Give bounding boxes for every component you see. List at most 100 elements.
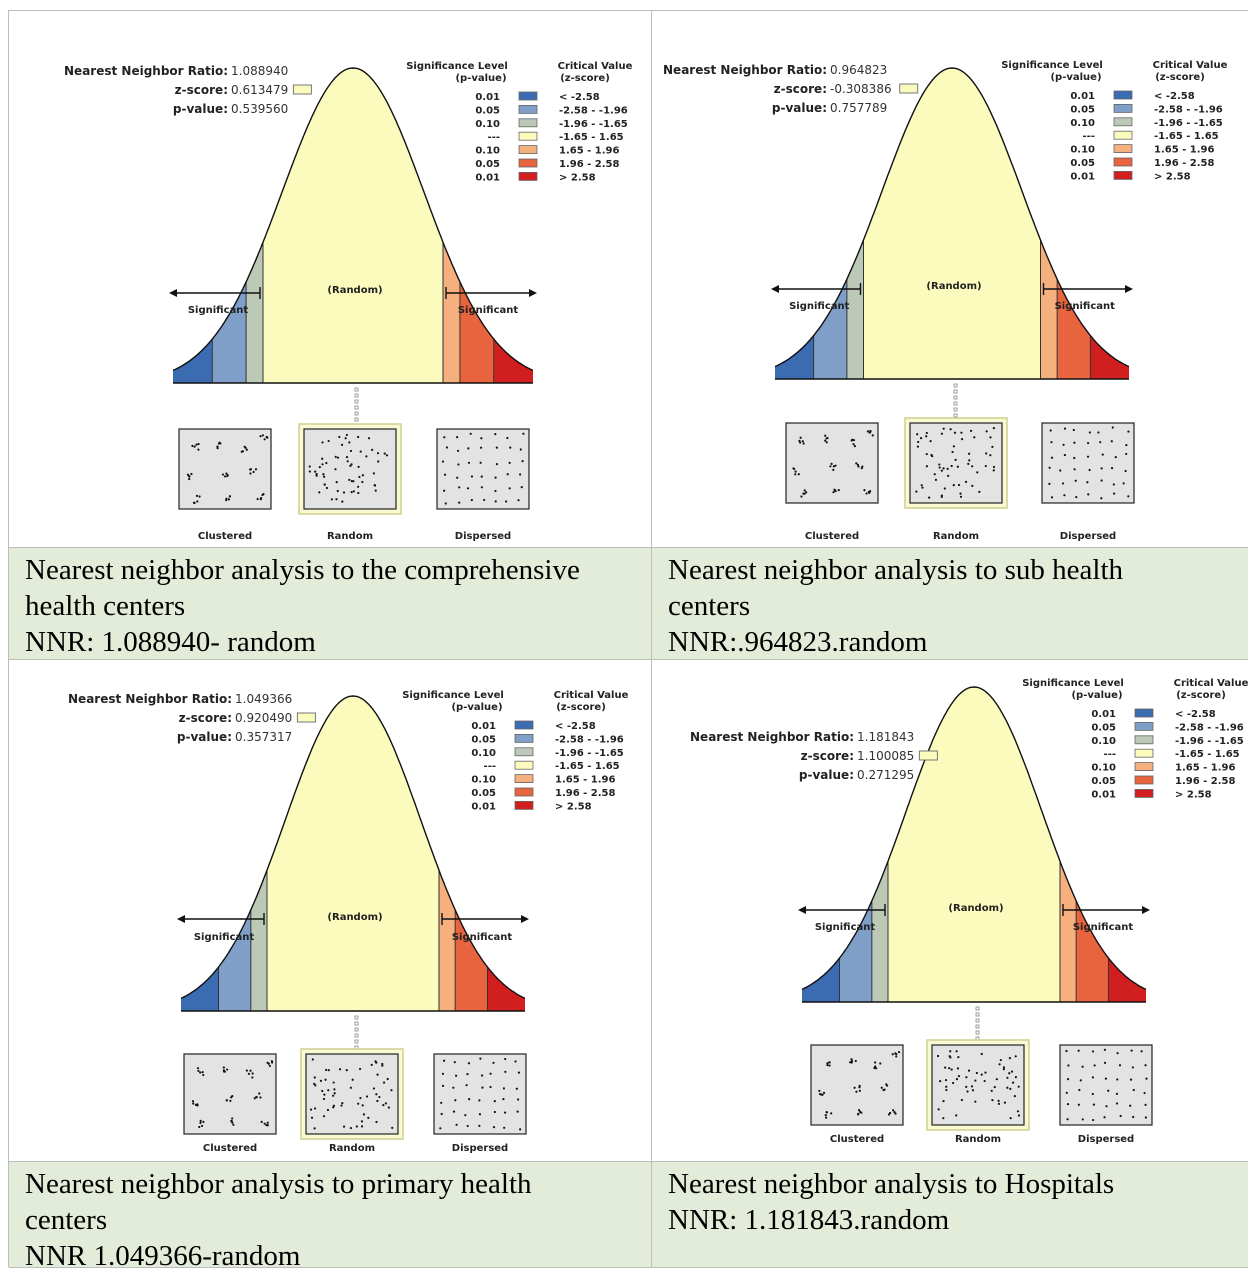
pattern-point: [199, 1071, 202, 1074]
pattern-point: [851, 438, 854, 441]
pattern-point: [480, 437, 483, 440]
pattern-point: [357, 485, 360, 488]
pattern-point: [494, 476, 497, 479]
pattern-point: [1065, 1049, 1068, 1053]
pattern-point: [1050, 441, 1053, 444]
pattern-point: [192, 501, 196, 504]
pattern-point: [249, 468, 252, 471]
pattern-point: [494, 489, 497, 493]
connector-dot: [354, 387, 359, 392]
pattern-point: [502, 1087, 506, 1090]
pattern-point: [829, 465, 832, 468]
pattern-point: [925, 431, 928, 435]
pattern-point: [244, 446, 247, 450]
pattern-point: [202, 1073, 205, 1077]
legend-sig-subheader: (p-value): [1071, 690, 1122, 701]
legend-z-range: 1.65 - 1.96: [555, 775, 616, 786]
pattern-point: [199, 1121, 202, 1124]
pattern-point: [454, 1074, 458, 1077]
pattern-point: [376, 1073, 379, 1076]
pattern-point: [386, 1077, 389, 1081]
pattern-point: [517, 499, 520, 502]
pattern-point: [315, 472, 318, 476]
pattern-point: [1074, 479, 1077, 482]
pattern-point: [508, 487, 511, 490]
right-arrow-head: [529, 289, 537, 297]
pattern-point: [232, 1123, 235, 1126]
pattern-point: [880, 1086, 883, 1089]
legend-swatch: [518, 171, 538, 181]
pattern-point: [327, 1089, 330, 1092]
random-pattern-box: [931, 1044, 1025, 1126]
pattern-point: [871, 434, 874, 437]
pattern-point: [826, 1062, 829, 1065]
caption-line: Nearest neighbor analysis to sub health: [668, 554, 1124, 586]
pattern-point: [195, 443, 198, 446]
pattern-point: [856, 1113, 860, 1116]
pattern-point: [992, 469, 995, 472]
stat-value: 1.088940: [231, 64, 288, 78]
pattern-point: [314, 470, 317, 473]
pattern-point: [857, 1109, 861, 1112]
pattern-point: [965, 1085, 968, 1088]
random-center-label: (Random): [327, 912, 382, 923]
pattern-point: [325, 486, 329, 490]
pattern-point: [326, 1108, 330, 1112]
caption-cell-4: Nearest neighbor analysis to Hospitals N…: [652, 1162, 1248, 1268]
normal-curve: [180, 695, 526, 1000]
pattern-point: [951, 450, 954, 454]
pattern-point: [917, 440, 920, 444]
pattern-point: [338, 1068, 342, 1071]
pattern-point: [241, 450, 245, 453]
pattern-point: [502, 1097, 505, 1101]
pattern-point: [332, 1106, 335, 1109]
pattern-point: [506, 436, 509, 440]
pattern-point: [231, 1117, 234, 1120]
pattern-point: [188, 477, 191, 481]
pattern-point: [950, 464, 953, 468]
pattern-point: [967, 452, 971, 455]
pattern-point: [1073, 441, 1076, 444]
pattern-point: [357, 1102, 360, 1105]
legend-p-value: 0.10: [1070, 145, 1095, 156]
pattern-point: [489, 1072, 492, 1075]
pattern-point: [365, 455, 368, 458]
pattern-point: [1088, 468, 1091, 472]
curve-band-2: [250, 870, 267, 1011]
pattern-point: [191, 1100, 195, 1103]
pattern-point: [483, 498, 486, 502]
pattern-point: [944, 1066, 947, 1069]
stat-label: z-score:: [179, 711, 232, 725]
pattern-point: [925, 435, 928, 438]
pattern-point: [991, 1099, 994, 1102]
pattern-point: [985, 452, 988, 455]
pattern-point: [984, 1071, 987, 1074]
pattern-point: [480, 475, 483, 478]
pattern-point: [259, 498, 262, 501]
pattern-point: [365, 1095, 369, 1098]
clustered-label: Clustered: [198, 531, 252, 542]
random-pattern-box: [909, 422, 1003, 504]
pattern-point: [225, 1099, 228, 1102]
pattern-point: [455, 1123, 458, 1126]
pattern-point: [340, 443, 344, 446]
pattern-point: [324, 1078, 327, 1081]
legend-p-value: 0.10: [1091, 763, 1116, 774]
pattern-point: [855, 462, 858, 465]
legend-swatch: [518, 158, 538, 168]
pattern-point: [355, 1125, 358, 1128]
pattern-point: [1077, 1103, 1080, 1106]
pattern-point: [1014, 1076, 1018, 1079]
clustered-pattern-box: [178, 428, 272, 510]
pattern-point: [338, 435, 341, 439]
pattern-point: [327, 439, 330, 443]
pattern-point: [1099, 441, 1102, 444]
pattern-point: [362, 1113, 366, 1116]
right-arrow-head: [521, 915, 529, 923]
legend-swatch: [1113, 117, 1133, 127]
pattern-point: [1066, 1077, 1070, 1081]
pattern-point: [828, 1064, 831, 1067]
pattern-point: [258, 1092, 261, 1095]
legend-crit-subheader: (z-score): [560, 73, 610, 84]
legend-p-value: 0.01: [1070, 91, 1095, 102]
